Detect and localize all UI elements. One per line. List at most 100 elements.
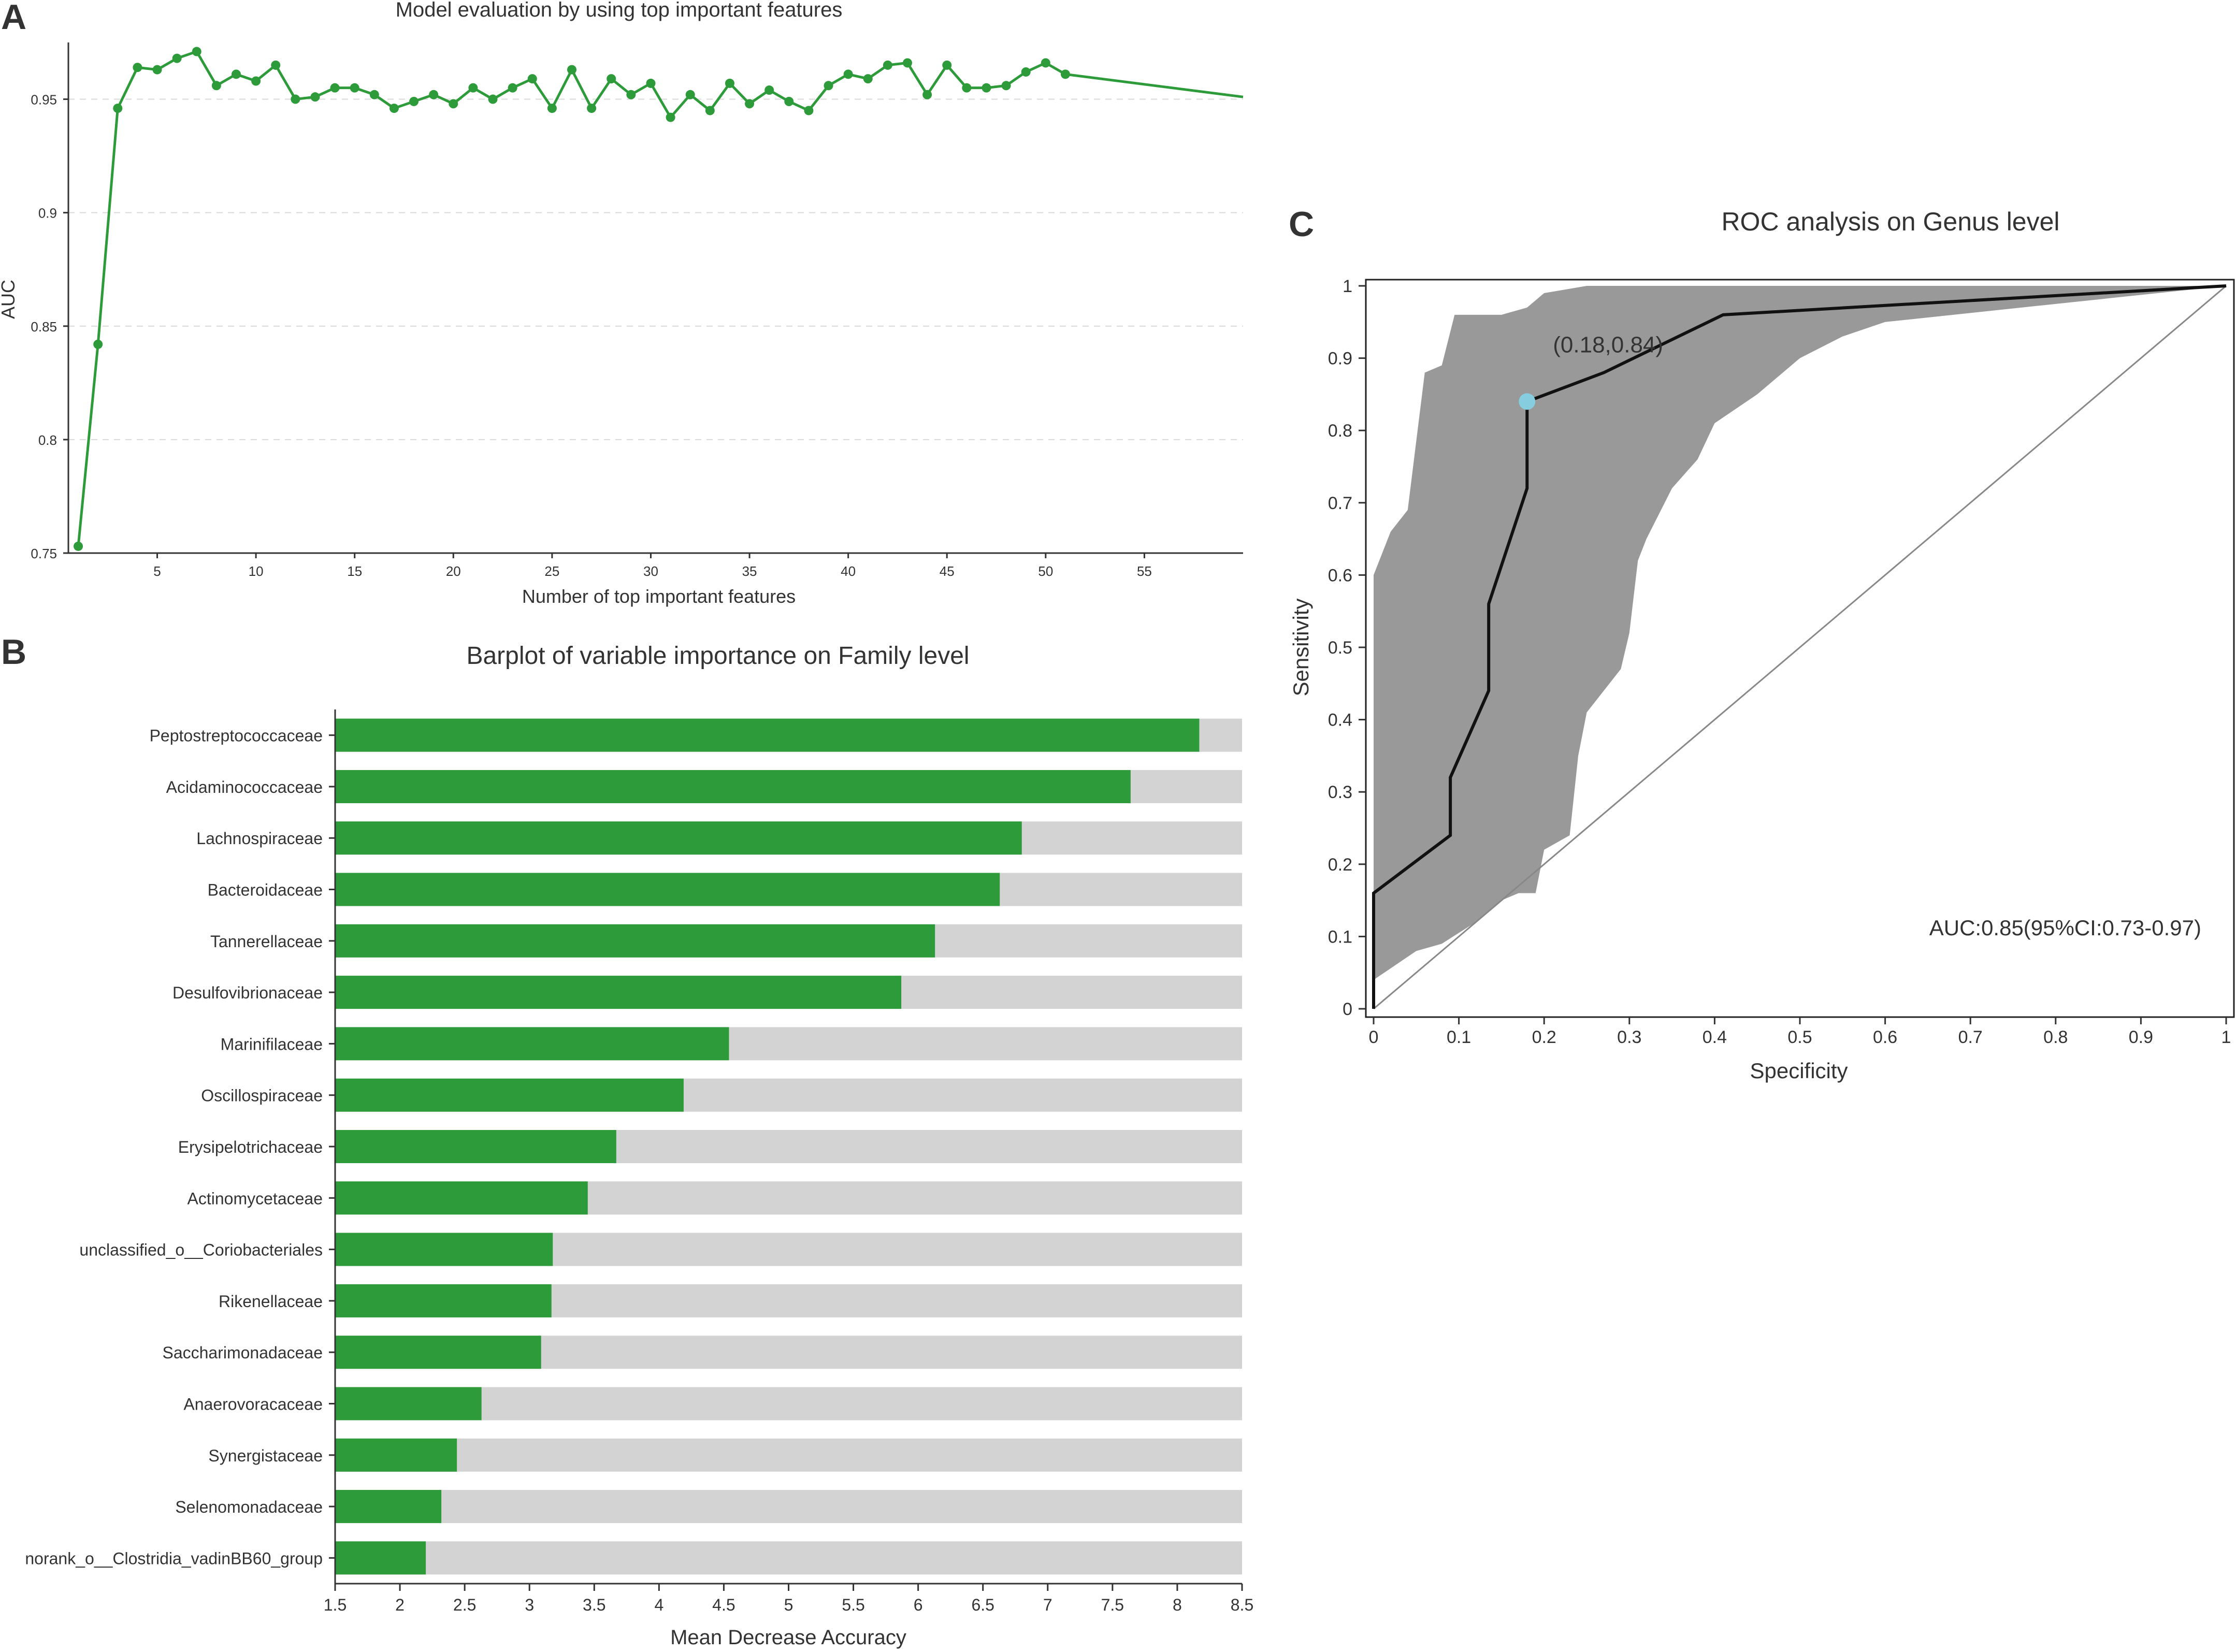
panel-a-data-point	[192, 47, 201, 56]
panel-b-letter: B	[1, 632, 26, 672]
panel-c-y-tick-label: 0	[1343, 999, 1352, 1019]
panel-c-y-tick-label: 0.7	[1328, 494, 1352, 513]
panel-a-letter: A	[1, 0, 26, 37]
panel-b-bar	[335, 1078, 684, 1112]
panel-a-x-tick-label: 40	[841, 563, 856, 579]
panel-b-category-label: Peptostreptococcaceae	[150, 727, 323, 745]
panel-b-bar	[335, 1284, 552, 1317]
panel-a-data-point	[389, 104, 399, 113]
panel-a-y-tick-label: 0.9	[38, 206, 57, 221]
panel-c-cutoff-label: (0.18,0.84)	[1553, 332, 1663, 357]
panel-a-y-axis-label: AUC	[0, 280, 19, 319]
panel-c-x-tick-label: 0.3	[1617, 1027, 1641, 1047]
panel-c-y-tick-label: 0.6	[1328, 566, 1352, 585]
panel-a-data-point	[251, 76, 261, 86]
panel-b-category-label: Acidaminococcaceae	[166, 778, 323, 796]
panel-a-data-point	[449, 99, 458, 109]
panel-a-title: Model evaluation by using top important …	[396, 0, 843, 21]
panel-b-category-label: Rikenellaceae	[219, 1292, 323, 1311]
panel-c-diagonal-reference	[1373, 285, 2227, 1010]
panel-c-optimal-cutoff-point	[1519, 393, 1536, 410]
panel-b-category-label: unclassified_o__Coriobacteriales	[79, 1241, 323, 1259]
panel-b-category-label: Erysipelotrichaceae	[178, 1138, 323, 1156]
panel-b-category-label: Selenomonadaceae	[175, 1498, 323, 1516]
panel-b-bar	[335, 1233, 553, 1266]
panel-b-bar	[335, 1490, 442, 1524]
panel-b-bar-background	[335, 1490, 1242, 1524]
panel-b-category-label: Synergistaceae	[208, 1446, 323, 1465]
panel-a-data-point	[705, 106, 715, 115]
panel-c-y-tick-label: 0.8	[1328, 421, 1352, 441]
panel-a-x-tick-label: 30	[643, 563, 658, 579]
panel-b-x-tick-label: 4	[654, 1596, 663, 1614]
panel-b-category-label: Anaerovoracaceae	[183, 1395, 323, 1413]
panel-a-x-ticks: 5 10 15 20 25 30 35 40 45 50 55	[153, 553, 1152, 579]
panel-a-data-point	[646, 78, 656, 88]
panel-a-data-point	[883, 60, 892, 70]
panel-a-data-point	[626, 90, 636, 99]
panel-b-bar	[335, 1130, 616, 1163]
panel-a-auc-series-line	[77, 50, 1244, 547]
panel-a-data-point	[784, 96, 794, 106]
panel-b-x-tick-label: 6	[914, 1596, 923, 1614]
panel-c-y-tick-label: 0.4	[1328, 711, 1352, 730]
panel-a-data-point	[93, 339, 103, 349]
panel-c-y-tick-label: 0.5	[1328, 638, 1352, 658]
panel-a-x-axis-label: Number of top important features	[522, 586, 796, 607]
panel-c-title: ROC analysis on Genus level	[1721, 207, 2059, 236]
panel-a-data-point	[863, 74, 873, 84]
panel-a-data-point	[271, 60, 281, 70]
panel-b-bar	[335, 821, 1022, 855]
panel-a-data-point	[962, 83, 972, 93]
panel-a-data-point	[922, 90, 932, 99]
panel-a-data-point	[843, 69, 853, 79]
panel-c-x-tick-label: 0.1	[1447, 1027, 1471, 1047]
panel-b-x-tick-label: 1.5	[324, 1596, 347, 1614]
panel-b-bar	[335, 1541, 426, 1575]
panel-a-data-point	[725, 78, 734, 88]
panel-c-y-tick-label: 0.1	[1328, 927, 1352, 947]
panel-a-y-tick-label: 0.75	[31, 546, 57, 561]
panel-a-y-tick-label: 0.85	[31, 319, 57, 335]
panel-c-x-tick-label: 0.7	[1958, 1027, 1983, 1047]
panel-a-data-point	[152, 65, 162, 75]
panel-a-data-point	[133, 63, 142, 73]
panel-c-letter: C	[1289, 205, 1314, 244]
panel-a-auc-line-chart: Model evaluation by using top important …	[0, 0, 1244, 607]
panel-a-data-point	[685, 90, 695, 99]
panel-a-data-point	[745, 99, 755, 109]
panel-a-data-point	[942, 60, 952, 70]
panel-b-x-tick-label: 3.5	[583, 1596, 605, 1614]
panel-b-x-tick-label: 2	[395, 1596, 405, 1614]
panel-a-data-point	[310, 92, 320, 102]
panel-b-bar	[335, 770, 1131, 803]
panel-a-data-point	[330, 83, 340, 93]
panel-b-category-label: Marinifilaceae	[221, 1035, 323, 1053]
panel-b-x-tick-label: 8.5	[1231, 1596, 1253, 1614]
panel-a-data-point	[1041, 58, 1050, 68]
panel-a-data-point	[232, 69, 241, 79]
panel-c-roc-curve	[1372, 284, 2227, 1009]
panel-a-data-point	[1001, 81, 1011, 91]
panel-a-x-tick-label: 55	[1137, 563, 1152, 579]
panel-a-data-point	[666, 112, 675, 122]
panel-b-category-label: Desulfovibrionaceae	[172, 983, 323, 1002]
panel-a-data-point	[1060, 69, 1070, 79]
panel-b-category-label: Saccharimonadaceae	[162, 1343, 323, 1362]
panel-c-x-ticks: 0 0.1 0.2 0.3 0.4 0.5 0.6 0.7 0.8 0.9 1	[1369, 1017, 2231, 1047]
panel-a-data-point	[547, 104, 557, 113]
panel-a-data-point	[804, 106, 814, 115]
panel-a-data-point	[508, 83, 517, 93]
panel-b-bar	[335, 1336, 541, 1369]
panel-b-bar	[335, 718, 1200, 752]
panel-c-x-tick-label: 0.5	[1787, 1027, 1812, 1047]
panel-b-title: Barplot of variable importance on Family…	[466, 642, 969, 670]
panel-b-bar	[335, 1027, 729, 1061]
panel-b-bar	[335, 924, 935, 958]
panel-a-data-point	[369, 90, 379, 99]
panel-a-x-tick-label: 25	[544, 563, 559, 579]
panel-a-data-point	[764, 85, 774, 95]
panel-b-category-label: norank_o__Clostridia_vadinBB60_group	[25, 1549, 323, 1568]
panel-a-x-tick-label: 50	[1038, 563, 1053, 579]
panel-c-y-tick-label: 1	[1343, 277, 1352, 296]
